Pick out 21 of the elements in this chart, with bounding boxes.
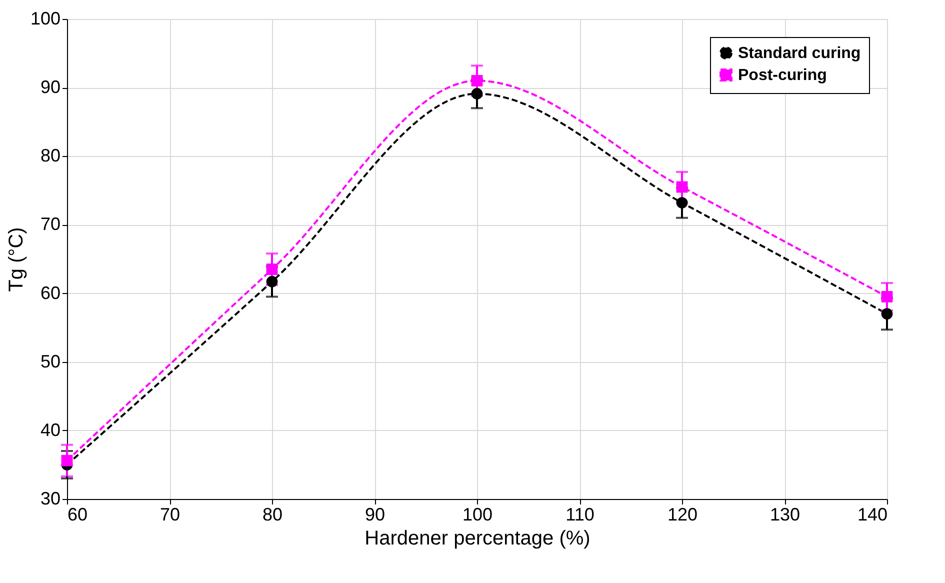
y-tick-label: 50 [40,351,60,372]
x-tick-label: 140 [857,504,888,524]
x-tick-label: 70 [160,504,180,524]
x-tick-label: 100 [462,504,493,524]
y-tick-label: 60 [40,282,60,303]
y-axis-title: Tg (°C) [5,227,28,292]
y-tick-label: 90 [40,77,60,98]
x-tick-label: 80 [262,504,283,524]
x-axis-title: Hardener percentage (%) [364,528,590,550]
y-tick-label: 80 [40,146,60,166]
x-tick-label: 60 [68,504,88,524]
y-tick-label: 70 [40,214,60,234]
y-tick-label: 40 [40,420,60,440]
x-tick-label: 110 [566,504,594,524]
x-tick-label: 90 [364,504,386,524]
x-tick-label: 120 [667,504,698,524]
legend-label: Standard curing [738,45,861,62]
x-tick-label: 130 [770,504,800,524]
y-tick-label: 100 [30,8,60,28]
y-tick-label: 30 [40,488,60,508]
legend-label: Post-curing [738,67,827,84]
